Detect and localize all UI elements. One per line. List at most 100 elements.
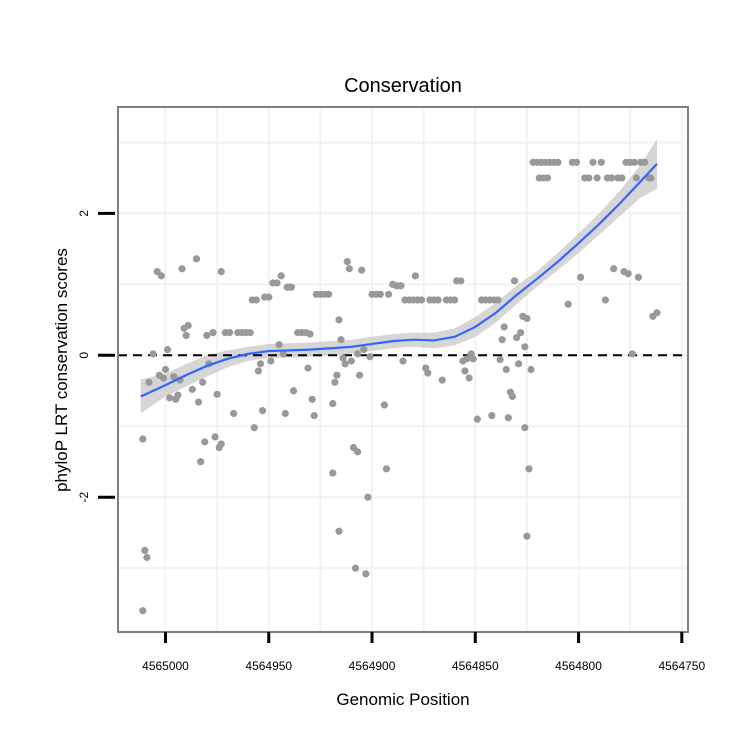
data-point <box>339 354 347 362</box>
data-point <box>653 309 661 317</box>
data-point <box>364 493 372 501</box>
data-point <box>157 272 165 280</box>
data-point <box>597 158 605 166</box>
data-point <box>159 374 168 382</box>
x-tick-label: 4564750 <box>658 659 705 673</box>
data-point <box>149 350 157 358</box>
data-point <box>465 374 473 382</box>
data-point <box>163 346 172 354</box>
data-point <box>358 266 366 274</box>
data-point <box>341 360 349 368</box>
data-point <box>170 372 178 381</box>
data-point <box>331 378 339 386</box>
data-point <box>634 273 643 281</box>
data-point <box>351 564 360 572</box>
y-tick-label: 2 <box>77 210 91 217</box>
data-point <box>647 174 655 182</box>
data-point <box>203 331 211 340</box>
data-point <box>601 296 609 304</box>
loess-line <box>140 163 658 398</box>
data-point <box>178 265 186 273</box>
data-point <box>279 350 287 358</box>
data-point <box>250 424 258 432</box>
x-tick-label: 4564850 <box>452 659 499 673</box>
data-point <box>473 415 481 423</box>
data-point <box>337 336 345 344</box>
data-point <box>593 174 601 182</box>
data-point <box>308 395 316 403</box>
data-point <box>304 364 312 372</box>
data-point <box>632 174 640 182</box>
data-point <box>174 391 182 399</box>
data-point <box>281 409 289 418</box>
data-point <box>508 392 517 401</box>
data-point <box>275 341 283 349</box>
data-point <box>139 607 147 615</box>
data-point <box>230 409 238 418</box>
data-point <box>504 414 512 422</box>
data-point <box>585 174 593 182</box>
data-point <box>213 390 221 398</box>
data-point <box>641 158 649 166</box>
data-point <box>577 273 585 281</box>
data-point <box>182 331 190 340</box>
data-point <box>343 258 351 266</box>
data-point <box>521 424 529 432</box>
data-point <box>277 272 285 280</box>
panel-border <box>117 106 689 633</box>
data-point <box>161 365 170 374</box>
data-point <box>618 174 626 182</box>
data-point <box>258 407 267 415</box>
data-point <box>525 465 533 473</box>
x-axis-title: Genomic Position <box>336 690 469 709</box>
data-point <box>463 355 471 363</box>
confidence-ribbon <box>140 138 658 414</box>
data-point <box>523 314 531 323</box>
data-point <box>500 323 508 331</box>
data-point <box>607 174 616 182</box>
data-point <box>399 357 407 365</box>
data-point <box>610 265 618 273</box>
x-axis: 4565000 4564950 4564900 4564850 4564800 45647… <box>142 632 705 673</box>
data-point <box>184 321 192 330</box>
data-point <box>306 330 314 338</box>
data-point <box>382 465 391 473</box>
data-point <box>360 346 368 354</box>
data-point <box>527 365 535 374</box>
y-axis-title: phyloP LRT conservation scores <box>52 248 71 492</box>
data-point <box>380 401 389 409</box>
data-point <box>498 336 506 344</box>
data-point <box>523 532 531 540</box>
data-point <box>376 290 384 298</box>
data-point <box>347 357 355 365</box>
data-point <box>188 385 196 393</box>
data-point <box>384 290 393 298</box>
data-point <box>211 433 219 441</box>
data-point <box>356 371 364 379</box>
data-point <box>494 296 502 304</box>
data-point <box>488 412 496 420</box>
data-point <box>143 553 151 562</box>
data-point <box>353 448 362 456</box>
data-point <box>424 369 432 377</box>
data-point <box>572 158 581 166</box>
data-point <box>329 469 337 477</box>
x-tick-label: 4564900 <box>349 659 396 673</box>
x-tick-label: 4565000 <box>142 659 189 673</box>
data-point <box>287 283 296 291</box>
data-point <box>510 277 519 285</box>
data-point <box>564 300 572 308</box>
data-point <box>199 378 207 386</box>
data-point <box>310 412 318 420</box>
data-point <box>411 272 419 280</box>
data-point <box>256 360 265 368</box>
data-point <box>457 277 465 285</box>
confidence-band <box>140 138 658 414</box>
smooth-line <box>140 163 658 398</box>
data-point <box>353 350 362 358</box>
data-point <box>417 296 426 304</box>
data-point <box>329 399 337 408</box>
data-point <box>194 398 203 406</box>
data-point <box>512 333 521 342</box>
